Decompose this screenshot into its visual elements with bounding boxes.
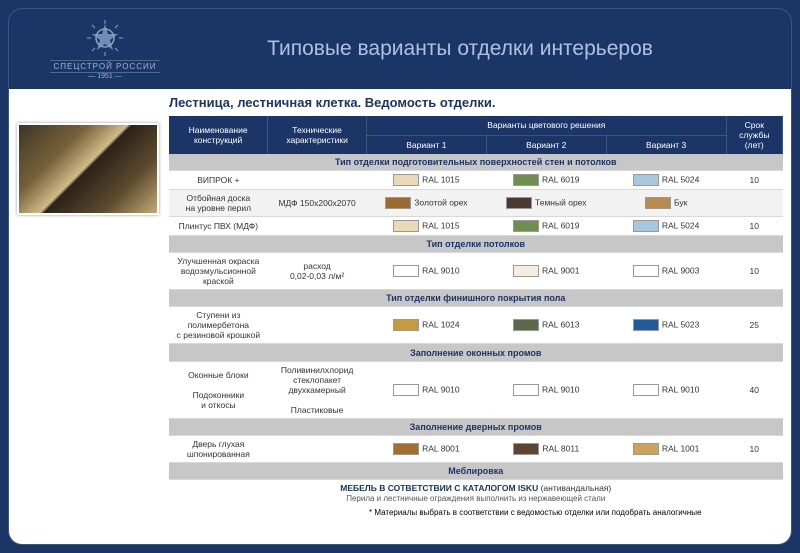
cell-v1: RAL 1015	[366, 217, 486, 236]
cell-life: 40	[726, 361, 782, 418]
cell-life: 25	[726, 307, 782, 344]
section-band: Заполнение оконных промов	[169, 344, 783, 361]
cell-v2: RAL 9001	[486, 253, 606, 290]
org-label: СПЕЦСТРОЙ РОССИИ	[50, 60, 161, 73]
cell-name: Улучшенная окраскаводоэмульсионной краск…	[169, 253, 268, 290]
cell-name: Дверь глухаяшпонированная	[169, 435, 268, 462]
interior-thumbnail	[17, 123, 159, 215]
col-v3: Вариант 3	[606, 135, 726, 154]
cell-tech: расход0,02-0,03 л/м²	[268, 253, 367, 290]
slide-inner: СПЕЦСТРОЙ РОССИИ — 1951 — Типовые вариан…	[8, 8, 792, 545]
cell-v1: Золотой орех	[366, 190, 486, 217]
cell-tech: Поливинилхлоридстеклопакет двухкамерный …	[268, 361, 367, 418]
logo-block: СПЕЦСТРОЙ РОССИИ — 1951 —	[9, 18, 189, 80]
cell-name: Отбойная доскана уровне перил	[169, 190, 268, 217]
col-name: Наименование конструкций	[169, 116, 268, 154]
col-life: Срок службы (лет)	[726, 116, 782, 154]
cell-v1: RAL 9010	[366, 253, 486, 290]
cell-v2: RAL 9010	[486, 361, 606, 418]
emblem-icon	[85, 18, 125, 58]
section-band: Заполнение дверных промов	[169, 418, 783, 435]
cell-v1: RAL 1024	[366, 307, 486, 344]
content-area: Лестница, лестничная клетка. Ведомость о…	[9, 89, 791, 544]
section-band: Тип отделки потолков	[169, 236, 783, 253]
cell-tech	[268, 171, 367, 190]
col-variants-group: Варианты цветового решения	[366, 116, 726, 135]
cell-name: Ступени из полимербетонас резиновой крош…	[169, 307, 268, 344]
cell-v3: RAL 5023	[606, 307, 726, 344]
footnote: * Материалы выбрать в соответствии с вед…	[169, 506, 783, 517]
col-v2: Вариант 2	[486, 135, 606, 154]
cell-v3: RAL 9010	[606, 361, 726, 418]
cell-life: 10	[726, 253, 782, 290]
cell-v1: RAL 1015	[366, 171, 486, 190]
cell-v1: RAL 8001	[366, 435, 486, 462]
cell-tech	[268, 307, 367, 344]
table-row: Улучшенная окраскаводоэмульсионной краск…	[169, 253, 783, 290]
table-row: Ступени из полимербетонас резиновой крош…	[169, 307, 783, 344]
cell-tech	[268, 435, 367, 462]
header: СПЕЦСТРОЙ РОССИИ — 1951 — Типовые вариан…	[9, 9, 791, 89]
cell-v2: RAL 6019	[486, 217, 606, 236]
cell-v2: Темный орех	[486, 190, 606, 217]
table-body: Тип отделки подготовительных поверхносте…	[169, 154, 783, 507]
cell-life: 10	[726, 435, 782, 462]
section-band: Тип отделки подготовительных поверхносте…	[169, 154, 783, 171]
cell-tech	[268, 217, 367, 236]
cell-v1: RAL 9010	[366, 361, 486, 418]
cell-v3: RAL 9003	[606, 253, 726, 290]
table-row: ВИПРОК + RAL 1015RAL 6019RAL 502410	[169, 171, 783, 190]
table-row: Отбойная доскана уровне перилМДФ 150x200…	[169, 190, 783, 217]
table-row: Дверь глухаяшпонированная RAL 8001RAL 801…	[169, 435, 783, 462]
cell-name: Оконные блоки Подоконникии откосы	[169, 361, 268, 418]
cell-v2: RAL 6019	[486, 171, 606, 190]
cell-life: 10	[726, 171, 782, 190]
furniture-cell: МЕБЕЛЬ В СОТВЕТСТВИИ С КАТАЛОГОМ ISKU (а…	[169, 479, 783, 506]
slide-frame: СПЕЦСТРОЙ РОССИИ — 1951 — Типовые вариан…	[0, 0, 800, 553]
cell-name: ВИПРОК +	[169, 171, 268, 190]
right-column: Лестница, лестничная клетка. Ведомость о…	[169, 95, 783, 540]
table-row: Плинтус ПВХ (МДФ) RAL 1015RAL 6019RAL 502…	[169, 217, 783, 236]
section-band: Тип отделки финишного покрытия пола	[169, 290, 783, 307]
cell-life	[726, 190, 782, 217]
page-title: Типовые варианты отделки интерьеров	[189, 37, 791, 61]
cell-life: 10	[726, 217, 782, 236]
table-row: МЕБЕЛЬ В СОТВЕТСТВИИ С КАТАЛОГОМ ISKU (а…	[169, 479, 783, 506]
cell-v3: RAL 5024	[606, 171, 726, 190]
table-header: Наименование конструкций Технические хар…	[169, 116, 783, 154]
table-row: Оконные блоки Подоконникии откосыПоливин…	[169, 361, 783, 418]
spec-table: Наименование конструкций Технические хар…	[169, 116, 783, 506]
org-year: — 1951 —	[88, 73, 121, 80]
cell-v3: Бук	[606, 190, 726, 217]
cell-name: Плинтус ПВХ (МДФ)	[169, 217, 268, 236]
left-column	[17, 95, 159, 540]
cell-v2: RAL 8011	[486, 435, 606, 462]
col-v1: Вариант 1	[366, 135, 486, 154]
section-band: Меблировка	[169, 462, 783, 479]
col-tech: Технические характеристики	[268, 116, 367, 154]
cell-v3: RAL 5024	[606, 217, 726, 236]
cell-v2: RAL 6013	[486, 307, 606, 344]
cell-v3: RAL 1001	[606, 435, 726, 462]
subtitle: Лестница, лестничная клетка. Ведомость о…	[169, 95, 783, 110]
cell-tech: МДФ 150x200x2070	[268, 190, 367, 217]
